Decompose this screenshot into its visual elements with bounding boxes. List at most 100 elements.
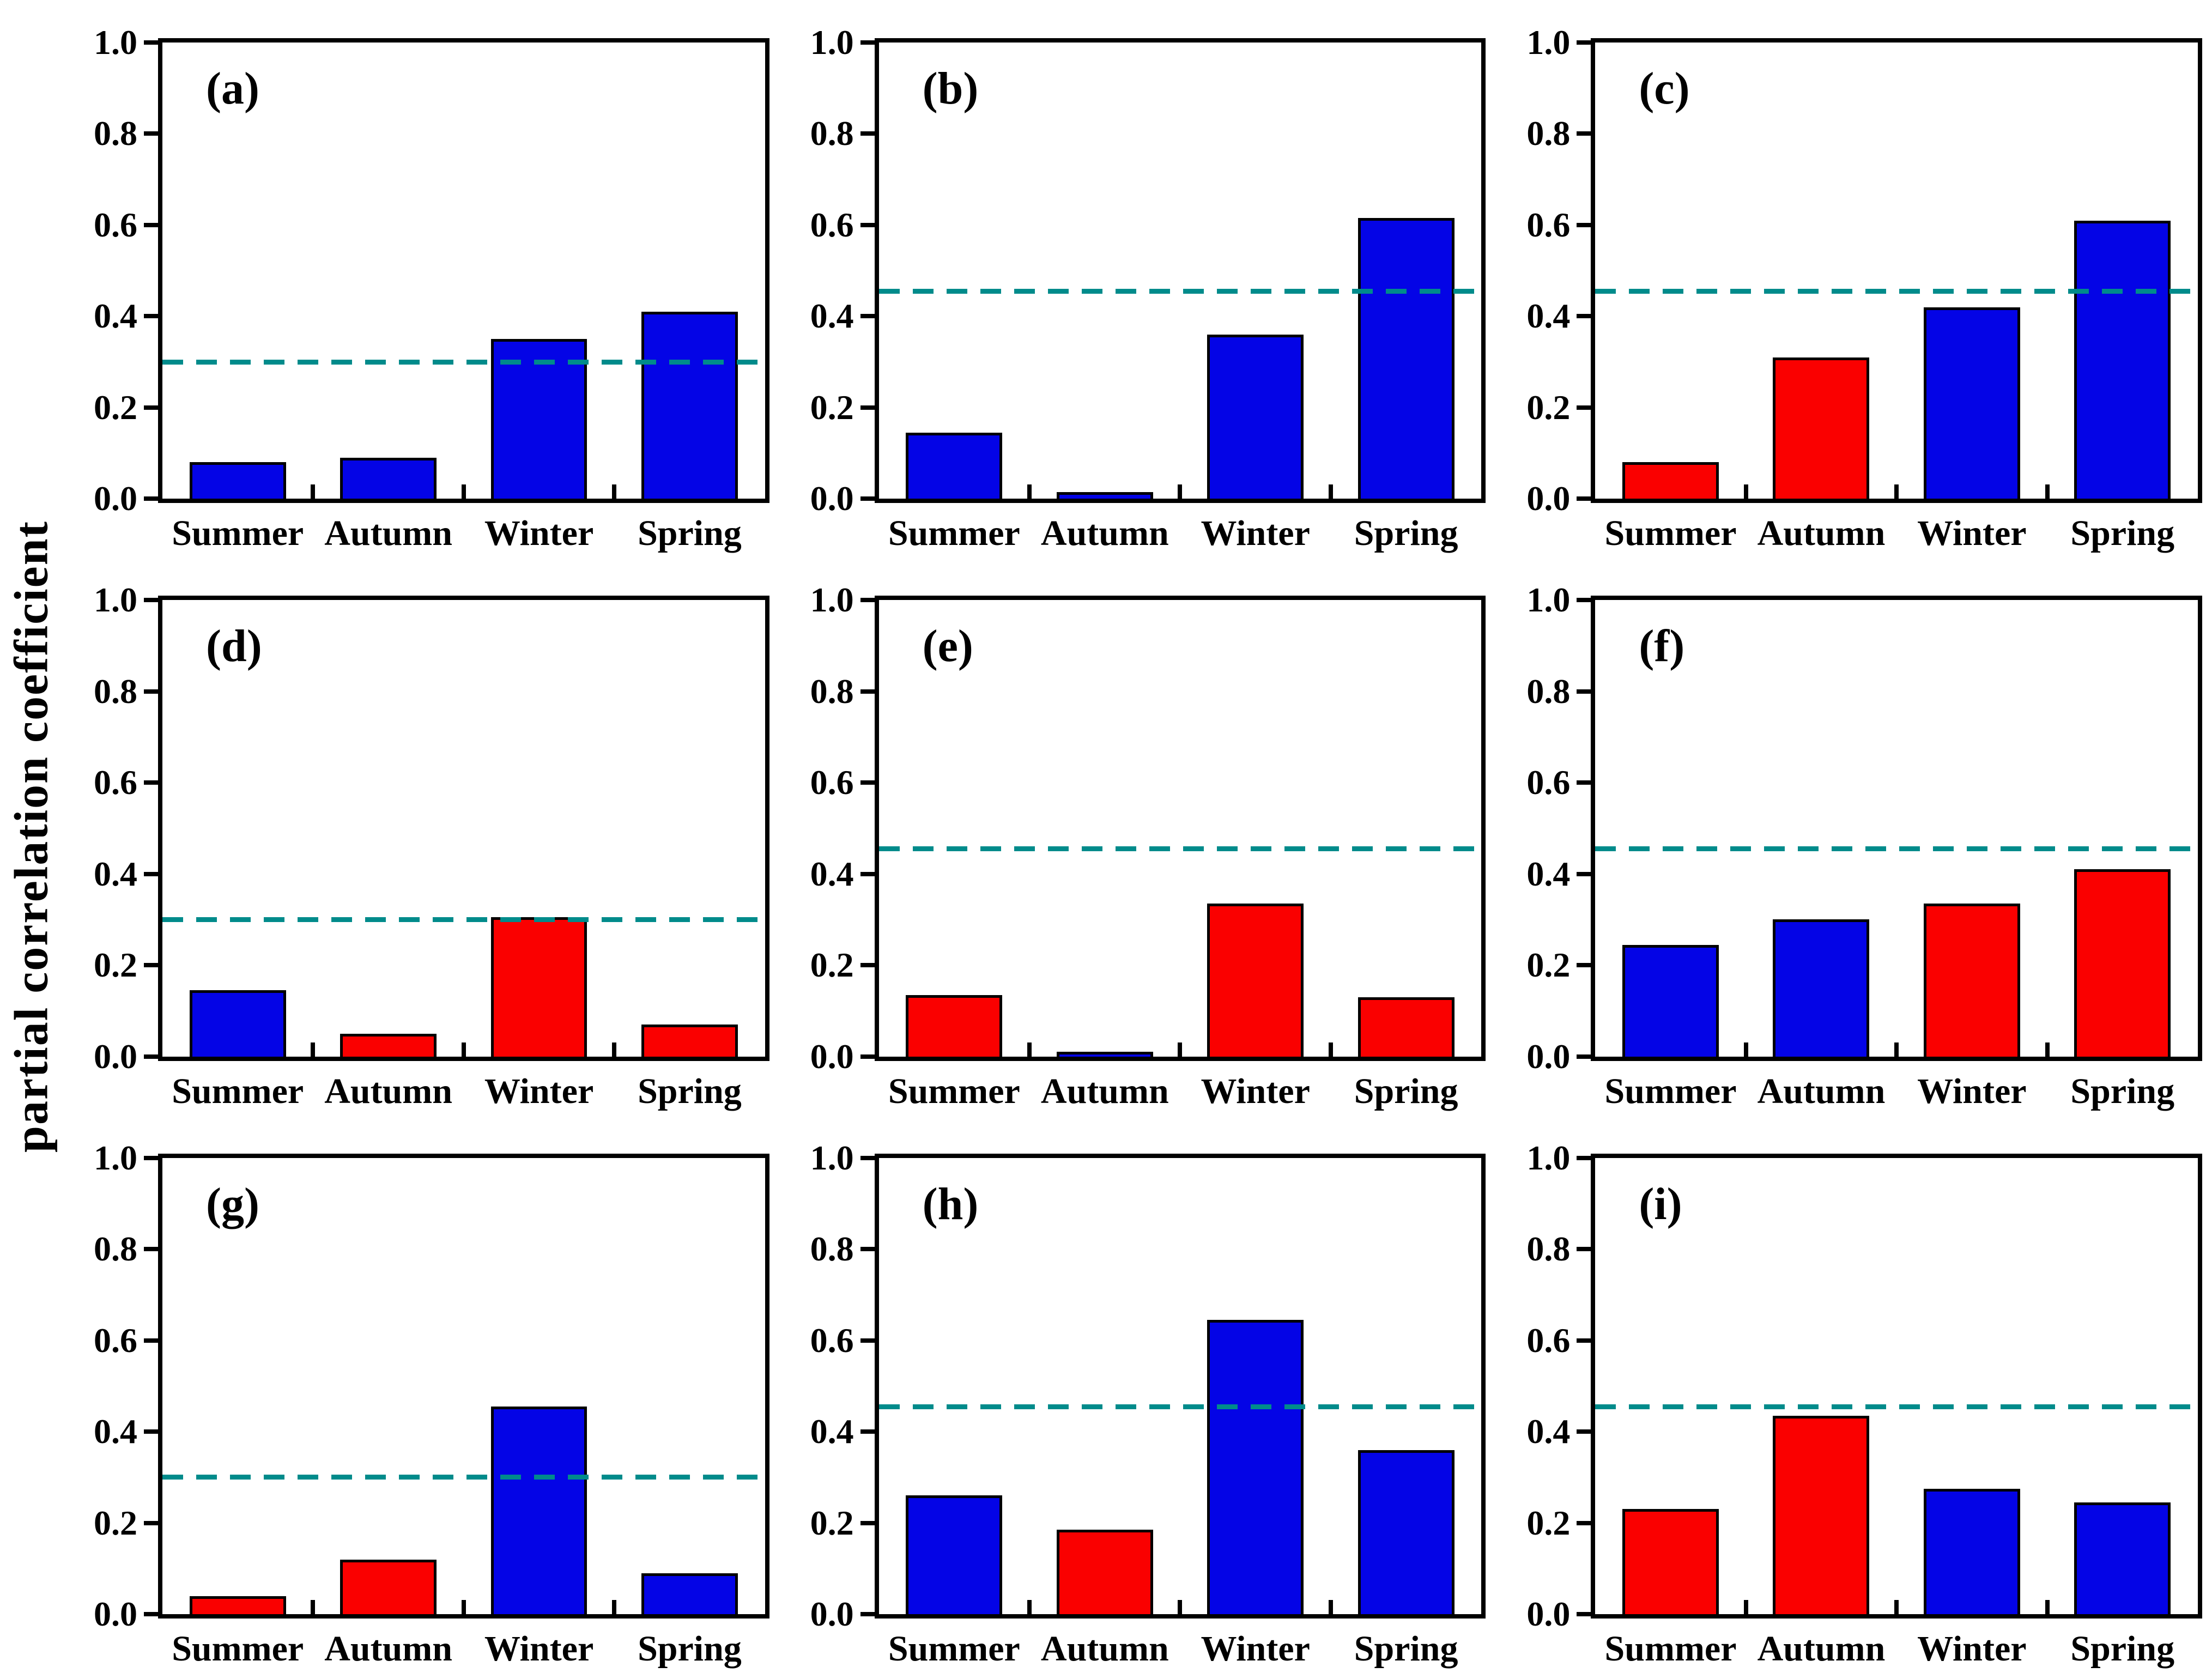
x-category-label: Autumn bbox=[324, 1628, 452, 1669]
y-tick-label: 0.0 bbox=[810, 479, 854, 518]
bar-summer bbox=[906, 432, 1003, 499]
y-tick-label: 1.0 bbox=[810, 23, 854, 62]
y-tick-label: 0.8 bbox=[810, 114, 854, 153]
chart-panel: (h) 0.0 0.2 0.4 0.6 0.8 1.0 Summer Autumn Winter… bbox=[779, 1116, 1496, 1673]
chart-panel: (e) 0.0 0.2 0.4 0.6 0.8 1.0 Summer Autumn Winter… bbox=[779, 557, 1496, 1115]
x-tick bbox=[461, 484, 466, 499]
y-tick-label: 0.2 bbox=[810, 1503, 854, 1542]
y-axis-title: partial correlation coefficient bbox=[5, 520, 58, 1153]
y-tick bbox=[144, 1338, 158, 1343]
threshold-line bbox=[878, 1404, 1482, 1409]
y-tick-label: 0.0 bbox=[94, 1594, 137, 1633]
y-tick bbox=[144, 1520, 158, 1525]
y-tick bbox=[1577, 1429, 1591, 1434]
x-category-label: Winter bbox=[1201, 1628, 1310, 1669]
y-tick-label: 0.6 bbox=[1526, 205, 1571, 244]
y-tick bbox=[1577, 1054, 1591, 1059]
y-tick bbox=[860, 131, 875, 136]
y-tick bbox=[144, 1247, 158, 1252]
y-tick bbox=[144, 1611, 158, 1616]
y-tick bbox=[860, 1611, 875, 1616]
y-tick-label: 0.8 bbox=[94, 1229, 137, 1269]
bar-autumn bbox=[340, 1033, 437, 1057]
x-tick bbox=[1328, 1042, 1333, 1057]
x-tick bbox=[1027, 484, 1032, 499]
x-tick bbox=[612, 484, 617, 499]
bar-spring bbox=[2074, 1502, 2171, 1614]
panel-label: (a) bbox=[206, 63, 259, 114]
panel-label: (i) bbox=[1639, 1178, 1682, 1229]
y-tick bbox=[1577, 496, 1591, 501]
y-tick-label: 0.2 bbox=[810, 387, 854, 427]
y-tick bbox=[860, 598, 875, 603]
x-category-label: Spring bbox=[638, 513, 742, 554]
panel-label: (f) bbox=[1639, 621, 1685, 672]
x-category-label: Winter bbox=[1201, 1071, 1310, 1111]
x-category-label: Autumn bbox=[1040, 513, 1169, 554]
y-tick bbox=[1577, 780, 1591, 785]
y-tick bbox=[144, 131, 158, 136]
x-category-label: Winter bbox=[1917, 1628, 2027, 1669]
x-tick bbox=[1178, 1599, 1183, 1614]
y-tick bbox=[144, 1054, 158, 1059]
bar-summer bbox=[906, 1495, 1003, 1614]
panel-label: (e) bbox=[922, 621, 973, 672]
bar-spring bbox=[1357, 997, 1455, 1057]
bar-summer bbox=[189, 462, 286, 499]
y-tick bbox=[1577, 1611, 1591, 1616]
y-tick bbox=[860, 496, 875, 501]
threshold-line bbox=[1595, 1404, 2198, 1409]
bar-autumn bbox=[340, 457, 437, 499]
x-tick bbox=[612, 1599, 617, 1614]
x-category-label: Summer bbox=[1604, 1071, 1737, 1111]
x-category-label: Spring bbox=[2070, 1071, 2175, 1111]
x-tick bbox=[2045, 1042, 2050, 1057]
x-category-label: Summer bbox=[888, 513, 1020, 554]
bar-winter bbox=[490, 917, 587, 1057]
x-category-label: Summer bbox=[1604, 1628, 1737, 1669]
y-tick-label: 0.8 bbox=[94, 114, 137, 153]
y-tick bbox=[1577, 1338, 1591, 1343]
x-tick bbox=[1894, 1599, 1899, 1614]
x-category-label: Spring bbox=[1354, 1071, 1458, 1111]
y-tick-label: 0.4 bbox=[1526, 296, 1571, 336]
y-tick bbox=[1577, 871, 1591, 876]
threshold-line bbox=[878, 846, 1482, 852]
y-tick-label: 0.4 bbox=[810, 1412, 854, 1451]
x-category-label: Winter bbox=[1917, 1071, 2027, 1111]
bar-spring bbox=[641, 1025, 738, 1057]
y-tick-label: 0.0 bbox=[94, 1036, 137, 1076]
plot-area: (i) 0.0 0.2 0.4 0.6 0.8 1.0 Summer Autumn Winter… bbox=[1526, 1138, 2202, 1669]
y-tick-label: 0.4 bbox=[1526, 1412, 1571, 1451]
y-tick bbox=[1577, 1155, 1591, 1160]
x-category-label: Summer bbox=[172, 1628, 304, 1669]
bar-spring bbox=[2074, 869, 2171, 1057]
y-tick bbox=[860, 1054, 875, 1059]
threshold-line bbox=[878, 288, 1482, 294]
y-tick bbox=[1577, 222, 1591, 227]
bar-spring bbox=[2074, 220, 2171, 499]
x-category-label: Spring bbox=[1354, 1628, 1458, 1669]
bar-winter bbox=[1207, 334, 1304, 499]
y-tick-label: 1.0 bbox=[94, 580, 137, 620]
panel-label: (c) bbox=[1639, 63, 1690, 114]
y-tick bbox=[144, 598, 158, 603]
y-tick bbox=[144, 780, 158, 785]
chart-panel: (g) 0.0 0.2 0.4 0.6 0.8 1.0 Summer Autumn Winter… bbox=[63, 1116, 779, 1673]
y-tick-label: 0.0 bbox=[1526, 1594, 1571, 1633]
y-tick-label: 0.0 bbox=[810, 1036, 854, 1076]
y-tick-label: 1.0 bbox=[1526, 23, 1571, 62]
plot-area: (c) 0.0 0.2 0.4 0.6 0.8 1.0 Summer Autumn Winter… bbox=[1526, 23, 2202, 553]
bar-summer bbox=[1622, 462, 1719, 499]
x-tick bbox=[311, 1599, 316, 1614]
y-tick bbox=[144, 405, 158, 410]
bar-autumn bbox=[1056, 1530, 1153, 1614]
y-tick bbox=[1577, 1247, 1591, 1252]
y-tick bbox=[860, 40, 875, 45]
panel-label: (b) bbox=[922, 63, 979, 114]
y-tick-label: 0.8 bbox=[1526, 114, 1571, 153]
y-tick-label: 0.2 bbox=[94, 1503, 137, 1542]
x-tick bbox=[1743, 484, 1748, 499]
chart-panel: (d) 0.0 0.2 0.4 0.6 0.8 1.0 Summer Autumn Winter… bbox=[63, 557, 779, 1115]
y-tick bbox=[860, 405, 875, 410]
